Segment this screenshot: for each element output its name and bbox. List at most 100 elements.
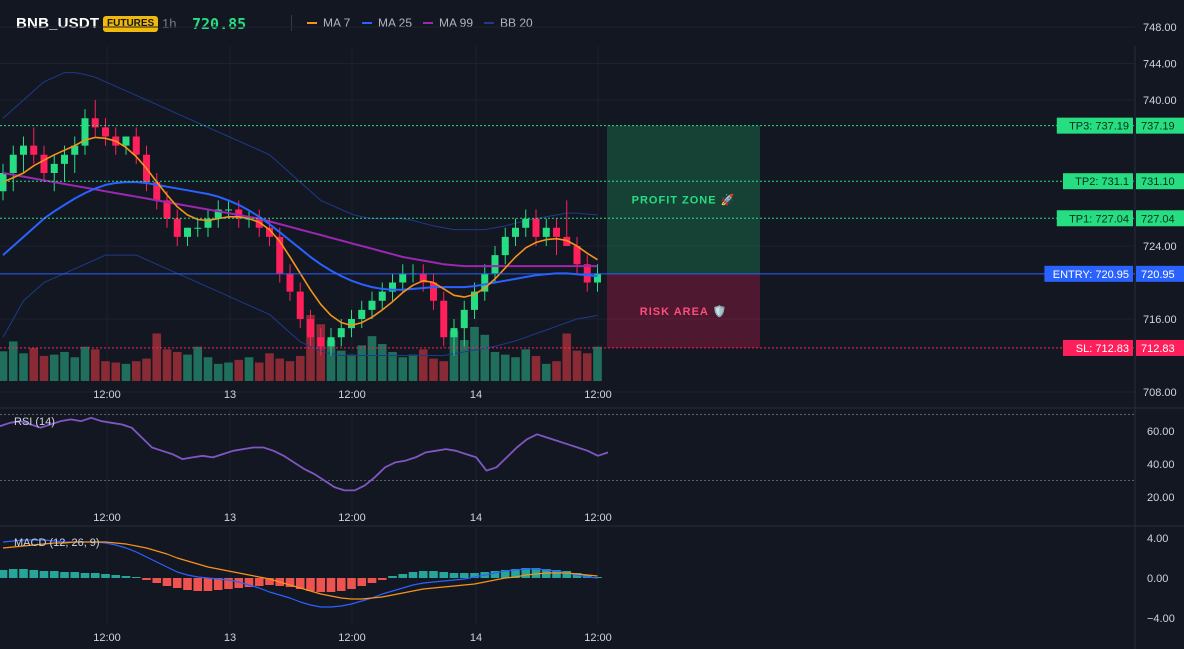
candle-body [266, 227, 273, 237]
macd-histogram-bar [336, 578, 346, 591]
last-price: 720.85 [192, 15, 247, 33]
price-axis-tick: 744.00 [1143, 59, 1177, 71]
risk-zone [607, 273, 760, 348]
risk-zone-label: RISK AREA 🛡️ [640, 305, 727, 318]
rsi-axis-tick: 20.00 [1147, 492, 1175, 504]
volume-bar [142, 358, 151, 381]
macd-histogram-bar [19, 569, 28, 578]
volume-bar [265, 353, 274, 381]
volume-bar [470, 326, 479, 381]
candle-body [563, 236, 571, 246]
candle-body [358, 309, 366, 319]
macd-histogram-bar [326, 578, 336, 592]
candle-body [378, 291, 386, 301]
volume-bar [459, 340, 469, 381]
volume-bar [480, 334, 490, 381]
candle-body [389, 282, 396, 292]
candle-body [9, 154, 17, 173]
time-axis-tick: 12:00 [338, 512, 366, 524]
volume-bar [80, 346, 90, 381]
volume-bar [490, 351, 500, 381]
candle-body [194, 227, 202, 229]
tp3-tag-label: TP3: 737.19 [1069, 121, 1129, 133]
candle-body [40, 154, 48, 173]
volume-bar [101, 361, 110, 381]
candle-body [553, 227, 560, 237]
candle-body [327, 337, 335, 347]
volume-bar [121, 363, 131, 381]
candle-body [163, 200, 171, 219]
tp1-tag-label: TP1: 727.04 [1069, 213, 1129, 225]
entry-tag [1044, 265, 1133, 282]
candle-body [440, 300, 448, 338]
symbol-name[interactable]: BNB_USDT [16, 15, 100, 32]
candle-body [460, 309, 468, 329]
price-axis-tick: 748.00 [1143, 22, 1177, 34]
entry-tag-label: ENTRY: 720.95 [1053, 269, 1129, 281]
volume-bar [183, 354, 192, 381]
entry-axis-tag [1136, 265, 1184, 282]
volume-bar [193, 346, 203, 381]
rsi-title: RSI (14) [14, 416, 55, 428]
candle-body [122, 136, 130, 146]
macd-title: MACD (12, 26, 9) [14, 537, 100, 549]
candle-body [337, 328, 345, 338]
time-axis-tick: 12:00 [93, 512, 121, 524]
macd-histogram-bar [111, 575, 121, 578]
volume-bar [19, 353, 28, 381]
candle-body [214, 209, 222, 219]
macd-histogram-bar [183, 578, 192, 590]
candle-body [204, 218, 212, 228]
time-axis-tick: 12:00 [584, 512, 612, 524]
candle-body [296, 291, 304, 319]
candle-body [184, 227, 191, 237]
macd-histogram-bar [152, 578, 162, 583]
sl-axis-tag [1136, 339, 1184, 356]
tp1-axis-label: 727.04 [1141, 213, 1175, 225]
candle-body [491, 255, 499, 274]
volume-bar [511, 357, 520, 381]
volume-bar [172, 351, 182, 381]
macd-histogram-bar [439, 572, 449, 578]
macd-histogram-bar [0, 570, 8, 578]
rsi-axis-tick: 40.00 [1147, 459, 1175, 471]
candle-body [317, 337, 325, 347]
volume-bar [562, 333, 572, 381]
volume-bar [582, 353, 592, 381]
candle-body [276, 236, 284, 274]
candle-body [173, 218, 181, 237]
candle-body [399, 273, 407, 283]
volume-bar [418, 349, 428, 381]
volume-bar [285, 361, 295, 381]
candle-body [71, 145, 79, 155]
tp3-axis-label: 737.19 [1141, 121, 1175, 133]
macd-histogram-bar [490, 571, 500, 578]
candle-body [30, 145, 38, 155]
entry-axis-label: 720.95 [1141, 269, 1175, 281]
macd-histogram-bar [90, 573, 100, 578]
macd-axis-tick: 0.00 [1147, 573, 1168, 585]
ma99-line [2, 172, 598, 268]
ma25-line [2, 181, 598, 291]
macd-histogram-bar [213, 578, 223, 590]
macd-histogram-bar [224, 578, 233, 589]
time-axis-tick: 14 [470, 632, 482, 644]
volume-bar [0, 351, 8, 381]
macd-histogram-bar [244, 578, 254, 587]
volume-bar [90, 349, 100, 381]
volume-bar [429, 358, 438, 381]
macd-histogram-bar [265, 578, 274, 585]
macd-histogram-bar [285, 578, 295, 587]
candle-body [348, 319, 355, 329]
candle-body [501, 236, 509, 256]
macd-histogram-bar [60, 572, 69, 578]
volume-bar [357, 345, 367, 381]
volume-bar [275, 358, 285, 381]
macd-histogram-bar [29, 570, 39, 578]
macd-histogram-bar [39, 571, 49, 578]
time-axis-tick: 12:00 [584, 632, 612, 644]
legend-swatch [484, 22, 494, 24]
price-axis-tick: 708.00 [1143, 387, 1177, 399]
volume-bar [213, 363, 223, 381]
